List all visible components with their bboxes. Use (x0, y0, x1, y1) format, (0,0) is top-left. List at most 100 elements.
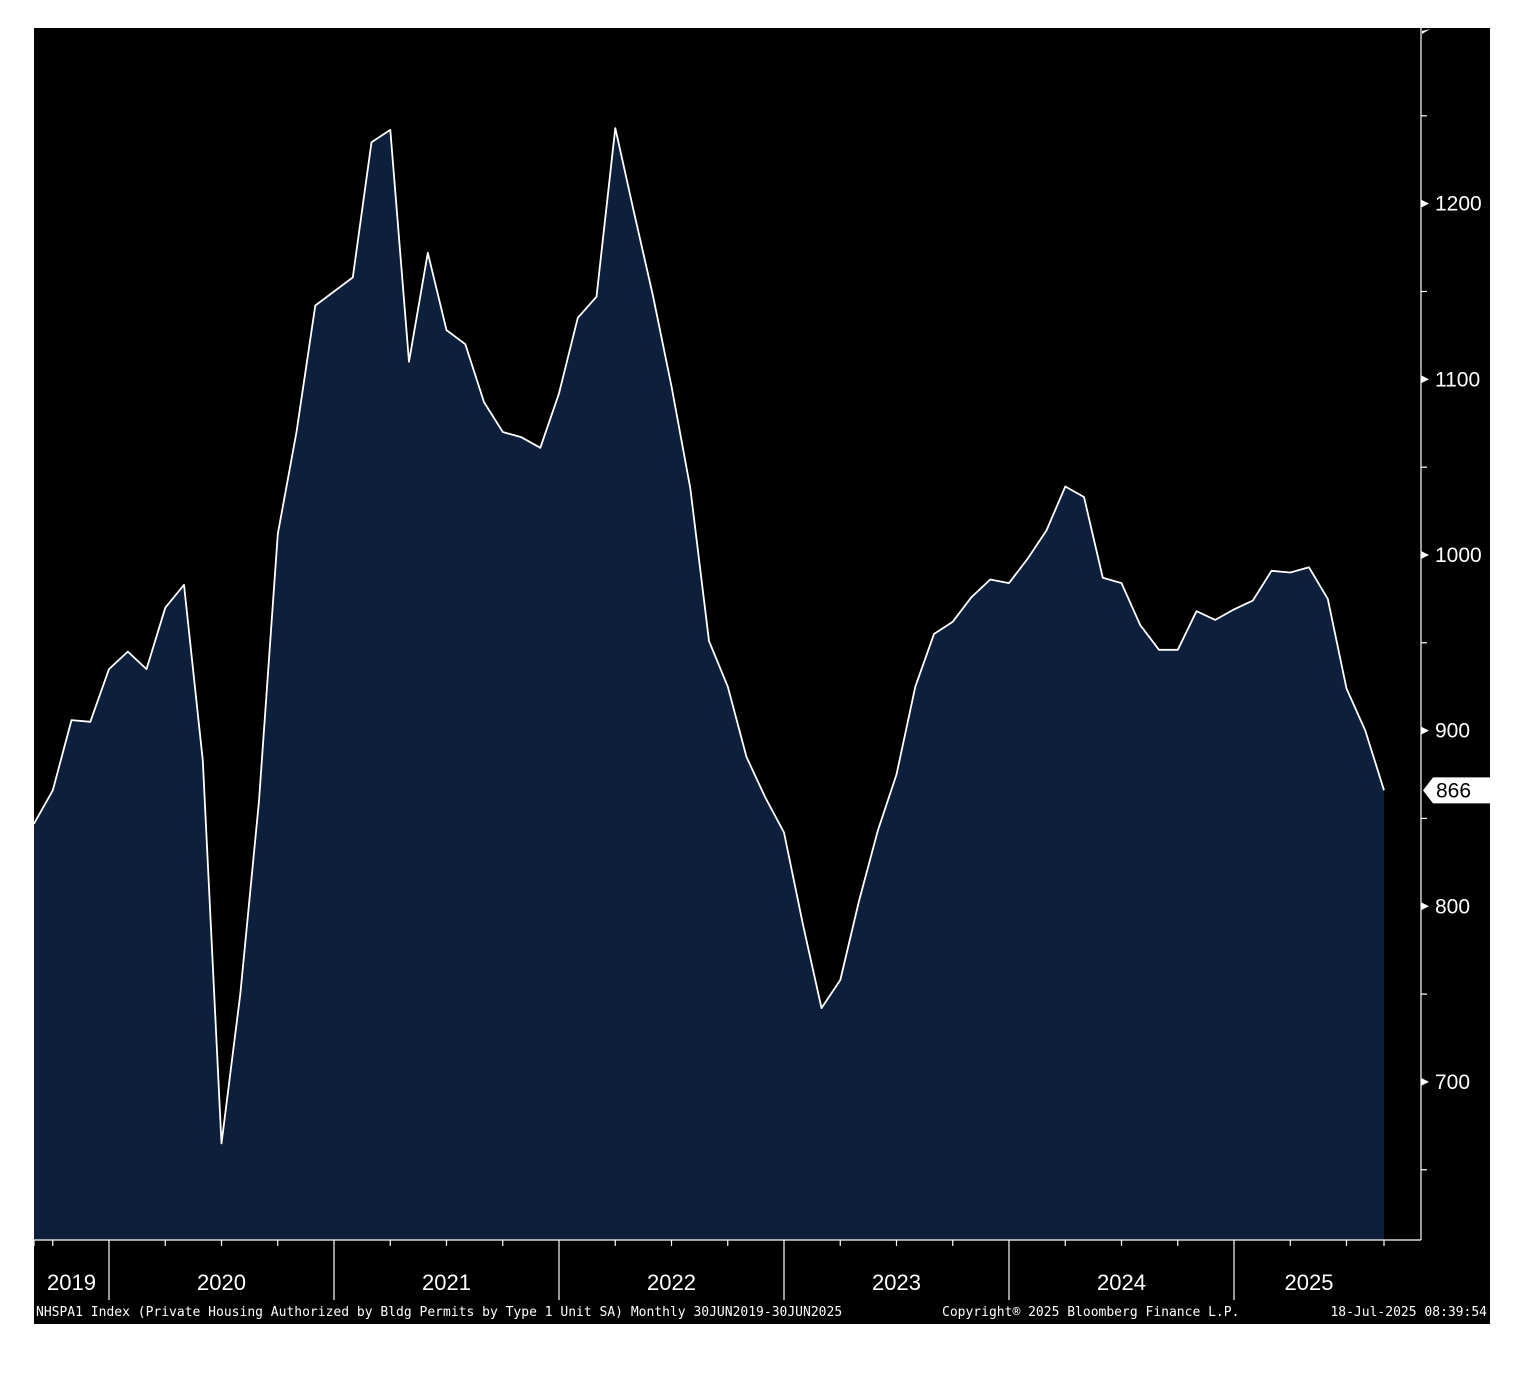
data-point (1120, 582, 1122, 584)
data-point (389, 129, 391, 131)
data-point (858, 900, 860, 902)
data-point (839, 979, 841, 981)
footer: NHSPA1 Index (Private Housing Authorized… (36, 1305, 1487, 1320)
data-point (445, 329, 447, 331)
data-point (820, 1007, 822, 1009)
footer-timestamp: 18-Jul-2025 08:39:54 (1330, 1305, 1487, 1320)
data-point (352, 276, 354, 278)
data-point (1045, 529, 1047, 531)
data-point (539, 447, 541, 449)
data-point (70, 719, 72, 721)
data-point (408, 361, 410, 363)
data-point (1177, 649, 1179, 651)
data-point (595, 296, 597, 298)
data-point (914, 686, 916, 688)
data-point (370, 141, 372, 143)
data-point (1083, 496, 1085, 498)
data-point (1139, 624, 1141, 626)
y-tick-label: 1200 (1435, 193, 1482, 216)
data-point (802, 923, 804, 925)
data-point (558, 392, 560, 394)
x-year-label: 2020 (197, 1270, 246, 1295)
data-point (745, 756, 747, 758)
data-point (708, 640, 710, 642)
data-point (108, 668, 110, 670)
y-tick-label: 1100 (1435, 368, 1480, 391)
data-point (989, 578, 991, 580)
data-point (1252, 599, 1254, 601)
x-year-label: 2025 (1285, 1270, 1334, 1295)
data-point (52, 789, 54, 791)
data-point (1308, 566, 1310, 568)
y-tick-marker (1421, 902, 1429, 911)
data-point (933, 633, 935, 635)
data-point (314, 304, 316, 306)
data-point (1008, 582, 1010, 584)
data-point (127, 650, 129, 652)
data-point (783, 831, 785, 833)
y-tick-label: 700 (1435, 1071, 1470, 1094)
data-point (1027, 557, 1029, 559)
last-value-box (1423, 777, 1490, 804)
series-area (34, 128, 1384, 1241)
data-point (277, 533, 279, 535)
data-point (1345, 687, 1347, 689)
chart-frame: 700 800 900 1000 1100 1200 866 2019 2020 2021 2022… (34, 28, 1490, 1324)
x-year-label: 2021 (422, 1270, 471, 1295)
data-point (895, 773, 897, 775)
data-point (295, 431, 297, 433)
data-point (464, 343, 466, 345)
x-year-label: 2019 (47, 1270, 96, 1295)
y-tick-marker (1421, 199, 1429, 208)
data-point (952, 621, 954, 623)
data-point (1364, 729, 1366, 731)
axes: 700 800 900 1000 1100 1200 866 2019 2020 2021 2022… (34, 28, 1490, 1300)
data-point (970, 596, 972, 598)
data-point (1195, 610, 1197, 612)
data-point (220, 1142, 222, 1144)
data-point (89, 721, 91, 723)
last-value-label: 866 (1436, 779, 1471, 802)
data-point (239, 993, 241, 995)
y-tick-label: 1000 (1435, 544, 1482, 567)
data-point (727, 686, 729, 688)
footer-source: NHSPA1 Index (Private Housing Authorized… (36, 1305, 842, 1320)
chart-svg: 700 800 900 1000 1100 1200 866 2019 2020 2021 2022… (34, 28, 1490, 1320)
y-tick-marker (1421, 375, 1429, 384)
data-point (614, 127, 616, 129)
footer-copyright: Copyright® 2025 Bloomberg Finance L.P. (942, 1305, 1239, 1320)
data-point (1327, 598, 1329, 600)
data-point (764, 796, 766, 798)
data-point (483, 401, 485, 403)
plot-area (34, 127, 1385, 1241)
data-point (652, 294, 654, 296)
data-point (145, 668, 147, 670)
data-point (258, 800, 260, 802)
y-tick-marker (1421, 550, 1429, 559)
data-point (202, 759, 204, 761)
data-point (1383, 789, 1385, 791)
y-tick-label: 800 (1435, 895, 1470, 918)
series-line (34, 127, 1385, 1145)
data-point (1233, 608, 1235, 610)
data-point (577, 317, 579, 319)
data-point (1214, 619, 1216, 621)
y-axis-top-mark (1422, 29, 1430, 34)
y-tick-marker (1421, 1077, 1429, 1086)
data-point (1270, 570, 1272, 572)
data-point (183, 584, 185, 586)
y-tick-label: 900 (1435, 720, 1470, 743)
data-point (427, 252, 429, 254)
x-year-label: 2022 (647, 1270, 696, 1295)
data-point (1289, 571, 1291, 573)
data-point (333, 290, 335, 292)
data-point (689, 487, 691, 489)
x-year-label: 2023 (872, 1270, 921, 1295)
data-point (1064, 485, 1066, 487)
data-point (633, 211, 635, 213)
data-point (670, 385, 672, 387)
data-point (877, 830, 879, 832)
x-year-label: 2024 (1097, 1270, 1146, 1295)
data-point (1158, 649, 1160, 651)
data-point (502, 431, 504, 433)
